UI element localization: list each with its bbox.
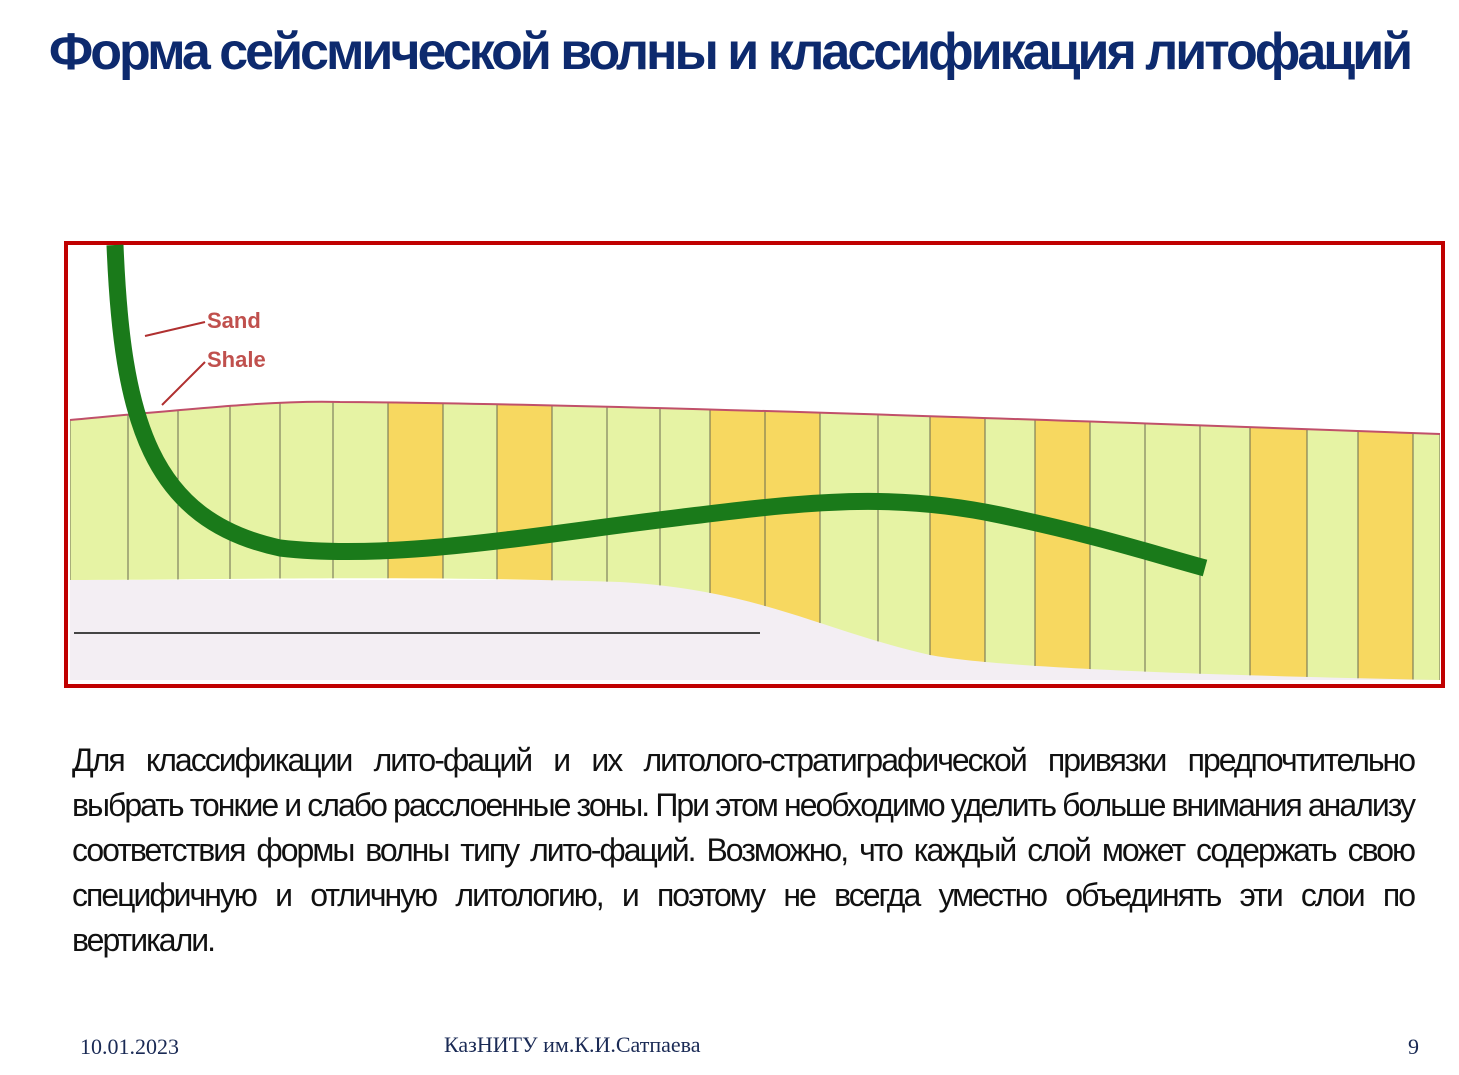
figure: Sand Shale: [64, 241, 1445, 688]
seismic-wave: [106, 244, 1208, 577]
strata-column: [1144, 401, 1201, 680]
strata-column: [984, 401, 1036, 680]
strata-column: [877, 401, 931, 680]
strata-column: [1412, 401, 1440, 680]
strata-column: [929, 401, 986, 680]
strata-column: [1199, 401, 1251, 680]
pointer: [161, 361, 206, 406]
slide-title: Форма сейсмической волны и классификация…: [48, 23, 1413, 81]
strata-column: [1249, 401, 1308, 680]
sand-label: Sand: [207, 308, 261, 333]
strata-column: [1306, 401, 1359, 680]
body-text: Для классификации лито-фаций и их литоло…: [72, 742, 1416, 958]
pointer: [144, 321, 206, 337]
shale-label: Shale: [207, 347, 266, 372]
top-horizon: [69, 400, 1441, 435]
page-number: 9: [1408, 1034, 1419, 1059]
strata-column: [1357, 401, 1414, 680]
footer-date: 10.01.2023: [80, 1034, 179, 1059]
footer-organization: КазНИТУ им.К.И.Сатпаева: [444, 1032, 701, 1057]
